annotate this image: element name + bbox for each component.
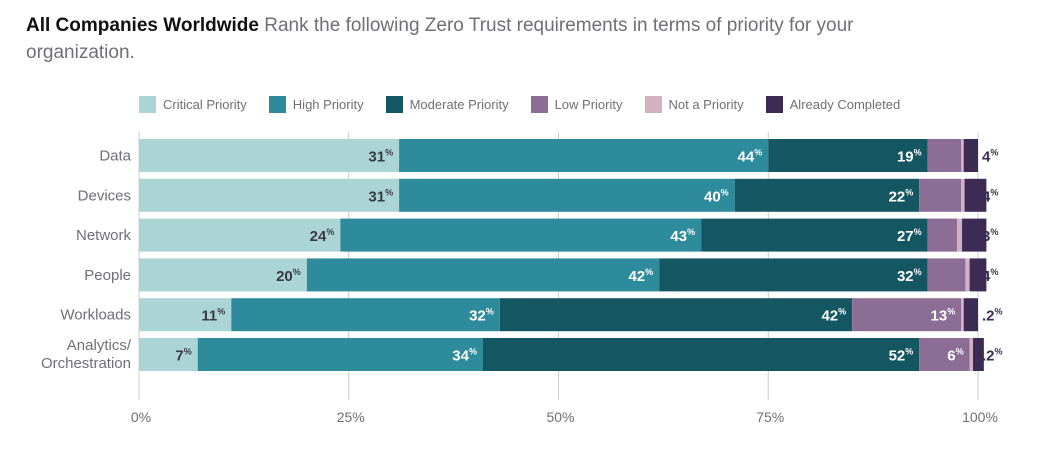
x-tick-label: 100% bbox=[962, 409, 998, 425]
category-label: Devices bbox=[78, 187, 131, 204]
data-label: 27% bbox=[897, 227, 922, 245]
x-tick-label: 25% bbox=[337, 409, 365, 425]
data-label: 43% bbox=[670, 227, 695, 245]
bar-segment bbox=[340, 218, 702, 252]
legend-item: Moderate Priority bbox=[385, 96, 509, 113]
bar-segment bbox=[852, 298, 962, 332]
bar-segment bbox=[927, 139, 962, 172]
data-label: .2% bbox=[982, 307, 1003, 325]
data-label: 4% bbox=[982, 187, 998, 205]
bar-segment bbox=[139, 178, 400, 212]
data-label: 52% bbox=[889, 347, 914, 365]
bar-segment bbox=[919, 338, 970, 371]
bar-segment bbox=[399, 139, 769, 172]
category-label: People bbox=[84, 267, 131, 284]
legend-item: Critical Priority bbox=[139, 96, 247, 113]
category-label: Workloads bbox=[60, 307, 131, 324]
data-label: 44% bbox=[738, 148, 763, 166]
bar-segment bbox=[231, 298, 500, 332]
bar-segment bbox=[961, 298, 964, 332]
bar-segment bbox=[961, 178, 965, 212]
legend-item: Not a Priority bbox=[644, 96, 744, 113]
category-label: Orchestration bbox=[41, 355, 131, 372]
bar-segment bbox=[962, 218, 987, 252]
data-label: 4% bbox=[982, 267, 998, 285]
bar-segment bbox=[139, 258, 307, 292]
category-label: Network bbox=[76, 227, 132, 244]
bar-segment bbox=[961, 139, 964, 172]
legend-swatch bbox=[385, 96, 403, 113]
bar-segment bbox=[969, 338, 973, 371]
bar-segment bbox=[964, 178, 987, 212]
data-label: 13% bbox=[931, 307, 956, 325]
legend-label: High Priority bbox=[292, 97, 364, 112]
legend-swatch bbox=[530, 96, 548, 113]
bar-segment bbox=[927, 218, 958, 252]
legend-swatch bbox=[268, 96, 286, 113]
data-label: 24% bbox=[310, 227, 335, 245]
data-label: 31% bbox=[368, 187, 393, 205]
data-label: 42% bbox=[821, 307, 846, 325]
legend-item: High Priority bbox=[268, 96, 364, 113]
data-label: 32% bbox=[897, 267, 922, 285]
data-label: 32% bbox=[469, 307, 494, 325]
bar-segment bbox=[197, 338, 483, 371]
bar-segment bbox=[963, 139, 978, 172]
bar-segment bbox=[499, 298, 853, 332]
legend-label: Critical Priority bbox=[163, 97, 247, 112]
bar-segment bbox=[139, 338, 198, 371]
x-tick-label: 50% bbox=[546, 409, 574, 425]
bar-segment bbox=[399, 178, 735, 212]
data-label: 31% bbox=[368, 148, 393, 166]
legend: Critical Priority High Priority Moderate P… bbox=[139, 96, 922, 113]
data-label: 22% bbox=[889, 187, 914, 205]
legend-swatch bbox=[139, 96, 156, 113]
x-tick-label: 0% bbox=[131, 409, 151, 425]
data-label: 11% bbox=[201, 307, 225, 325]
x-tick-label: 75% bbox=[756, 409, 784, 425]
data-label: 20% bbox=[276, 267, 301, 285]
data-label: 6% bbox=[947, 347, 963, 365]
legend-swatch bbox=[765, 96, 783, 113]
legend-label: Not a Priority bbox=[668, 97, 744, 112]
bar-segment bbox=[969, 258, 987, 292]
bar-segment bbox=[972, 338, 984, 371]
bar-segment bbox=[659, 258, 928, 292]
data-label: 7% bbox=[175, 347, 191, 365]
category-label: Data bbox=[99, 148, 131, 165]
data-label: .2% bbox=[982, 347, 1003, 365]
bar-segment bbox=[701, 218, 928, 252]
bar-segment bbox=[482, 338, 920, 371]
bar-segment bbox=[734, 178, 920, 212]
bar-segment bbox=[139, 139, 400, 172]
bar-segment bbox=[139, 218, 341, 252]
bar-segment bbox=[919, 178, 962, 212]
bar-segment bbox=[963, 298, 978, 332]
chart-title-bold: All Companies Worldwide bbox=[26, 15, 259, 36]
data-label: 40% bbox=[704, 187, 729, 205]
data-label: 34% bbox=[452, 347, 477, 365]
bar-segment bbox=[957, 218, 963, 252]
legend-label: Already Completed bbox=[789, 97, 901, 112]
data-label: 42% bbox=[628, 267, 653, 285]
legend-label: Moderate Priority bbox=[409, 97, 509, 112]
bar-segment bbox=[965, 258, 970, 292]
data-label: 19% bbox=[897, 148, 922, 166]
legend-label: Low Priority bbox=[554, 97, 623, 112]
data-label: 4% bbox=[982, 148, 998, 166]
chart-title: All Companies Worldwide Rank the followi… bbox=[26, 12, 886, 66]
legend-swatch bbox=[644, 96, 662, 113]
legend-item: Already Completed bbox=[765, 96, 901, 113]
bar-segment bbox=[768, 139, 928, 172]
bar-segment bbox=[306, 258, 660, 292]
chart-title-text: Rank the following Zero Trust requiremen… bbox=[26, 15, 854, 63]
legend-item: Low Priority bbox=[530, 96, 623, 113]
data-label: 3% bbox=[982, 227, 998, 245]
bar-segment bbox=[927, 258, 966, 292]
category-label: Analytics/ bbox=[67, 337, 132, 354]
bar-segment bbox=[139, 298, 232, 332]
